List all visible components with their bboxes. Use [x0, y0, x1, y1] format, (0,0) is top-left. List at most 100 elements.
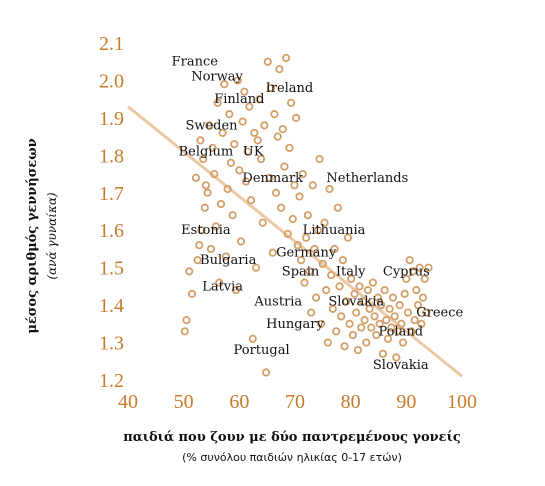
data-point: [395, 301, 404, 310]
data-point: [180, 327, 189, 336]
country-label: Germany: [276, 246, 337, 261]
data-point: [308, 181, 317, 190]
data-point: [413, 301, 423, 310]
data-point: [193, 256, 202, 265]
data-point: [278, 125, 287, 134]
data-point: [368, 278, 378, 287]
country-label: Cyprus: [383, 264, 430, 279]
data-point: [287, 98, 296, 108]
trend-line: [127, 105, 463, 378]
data-point: [412, 286, 421, 295]
data-point: [315, 154, 324, 164]
data-point: [343, 233, 352, 242]
data-point: [266, 83, 276, 93]
data-point: [327, 271, 336, 280]
data-point: [255, 95, 264, 104]
data-point: [248, 334, 257, 343]
country-label: Hungary: [266, 317, 324, 332]
data-point: [210, 169, 219, 179]
y-tick-label: 1.6: [99, 220, 124, 242]
data-point: [378, 349, 388, 358]
data-point: [325, 184, 334, 194]
country-label: UK: [243, 145, 264, 160]
data-point: [424, 263, 433, 272]
y-tick-label: 1.9: [99, 108, 124, 130]
data-point: [197, 226, 206, 235]
data-point: [317, 319, 326, 328]
data-point: [363, 286, 373, 295]
data-point: [238, 117, 247, 126]
country-label: Latvia: [202, 279, 243, 294]
data-point: [220, 80, 229, 89]
data-point: [245, 102, 254, 111]
data-point: [236, 237, 246, 246]
data-point: [397, 319, 406, 328]
country-label: Norway: [191, 70, 243, 85]
data-point: [390, 312, 399, 321]
data-point: [415, 263, 424, 272]
data-point: [258, 218, 267, 227]
y-axis-title: μέσος αριθμός γεννήσεων: [25, 138, 40, 333]
y-tick-label: 1.3: [99, 333, 124, 355]
data-point: [203, 188, 212, 197]
data-point: [233, 76, 242, 85]
data-point: [398, 338, 408, 347]
data-point: [265, 173, 274, 182]
data-point: [225, 110, 234, 119]
data-point: [292, 113, 301, 122]
data-point: [297, 256, 306, 265]
y-tick-label: 1.8: [99, 145, 124, 167]
data-point: [387, 323, 396, 332]
data-point: [420, 274, 429, 283]
data-point: [352, 308, 361, 317]
data-point: [418, 293, 428, 302]
data-point: [382, 315, 391, 325]
data-point: [340, 342, 349, 351]
data-point: [211, 222, 221, 231]
country-label: Sweden: [185, 118, 238, 133]
country-label: Spain: [282, 264, 320, 279]
data-point: [273, 132, 282, 141]
data-point: [293, 241, 302, 250]
data-point: [312, 293, 321, 302]
data-point: [350, 289, 359, 298]
data-point: [251, 263, 261, 272]
y-tick-label: 1.4: [99, 295, 124, 317]
y-tick-label: 1.5: [99, 258, 124, 280]
data-point: [260, 121, 269, 130]
data-point: [407, 327, 416, 336]
data-point: [383, 334, 393, 343]
data-point: [298, 169, 307, 179]
data-point: [199, 154, 208, 164]
data-point: [408, 267, 418, 276]
x-tick-label: 100: [447, 391, 477, 413]
data-point: [285, 143, 294, 152]
country-label: Italy: [336, 264, 366, 279]
data-point: [231, 286, 241, 295]
data-point: [393, 327, 403, 336]
data-point: [195, 241, 204, 250]
data-point: [335, 282, 344, 291]
data-point: [290, 181, 299, 190]
data-point: [303, 211, 312, 220]
data-point: [253, 136, 262, 145]
data-point: [362, 338, 371, 347]
data-point: [206, 244, 216, 254]
y-axis-subtitle: (ανά γυναίκα): [45, 192, 59, 280]
data-point: [208, 143, 217, 152]
data-point: [313, 226, 322, 235]
country-label: Denmark: [242, 171, 303, 186]
data-point: [205, 121, 214, 130]
data-point: [355, 282, 364, 291]
country-label: Belgium: [179, 145, 234, 160]
data-point: [400, 289, 409, 298]
data-point: [358, 297, 368, 306]
x-axis-title: παιδιά που ζουν με δύο παντρεμένους γονε…: [123, 430, 461, 445]
data-point: [305, 267, 314, 276]
data-point: [213, 98, 222, 108]
data-point: [246, 196, 256, 205]
data-point: [250, 128, 259, 137]
data-point: [332, 327, 341, 336]
country-label: Austria: [253, 294, 302, 309]
data-point: [223, 184, 232, 194]
